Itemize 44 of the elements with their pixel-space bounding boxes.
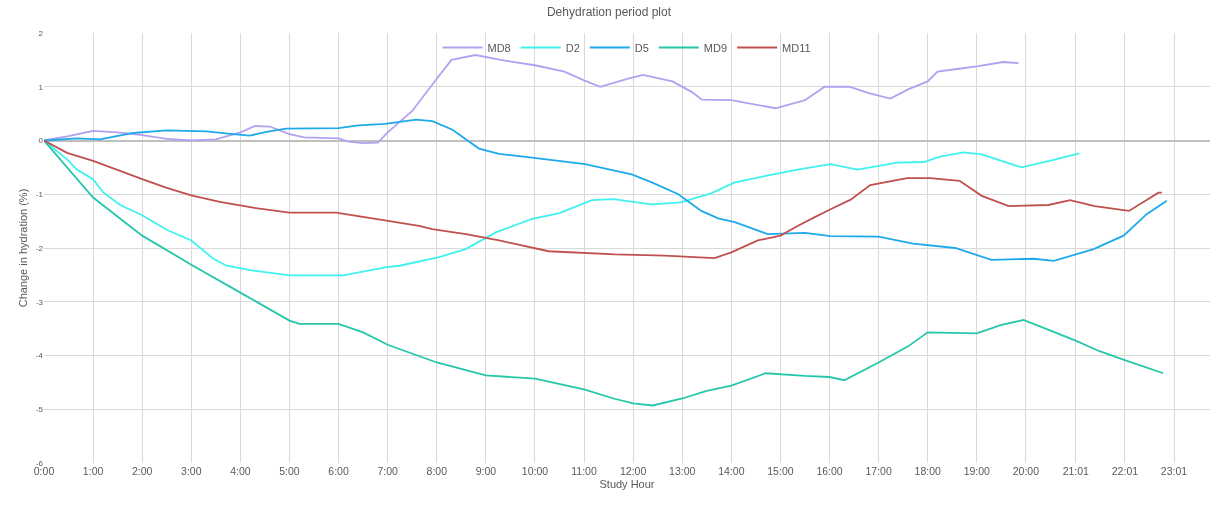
line-series (44, 139, 1163, 260)
x-tick-label: 18:00 (914, 464, 942, 477)
x-tick-label: 3:00 (181, 464, 202, 477)
x-tick-label: 12:00 (620, 464, 647, 477)
x-tick-label: 5:00 (279, 464, 300, 477)
y-tick-label: -2 (35, 243, 44, 253)
x-tick-label: 16:00 (816, 464, 843, 477)
x-tick-label: 22:01 (1111, 464, 1139, 477)
y-axis-title: Change in hydration (%) (16, 188, 29, 308)
x-axis-title: Study Hour (599, 477, 655, 490)
chart-title: Dehydration period plot (546, 5, 672, 19)
x-tick-label: 23:01 (1160, 464, 1188, 477)
y-tick-label: -3 (35, 297, 44, 307)
x-tick-label: 1:00 (82, 464, 104, 477)
x-tick-label: 20:00 (1012, 464, 1040, 477)
x-tick-label: 9:00 (475, 464, 497, 477)
legend-label: D2 (565, 41, 580, 54)
legend-label: MD8 (487, 41, 511, 54)
x-tick-label: 6:00 (328, 464, 349, 477)
x-tick-label: 4:00 (230, 464, 251, 477)
y-tick-label: -6 (35, 458, 44, 468)
x-tick-label: 15:00 (767, 464, 794, 477)
x-tick-label: 21:01 (1062, 464, 1090, 477)
y-tick-label: 0 (38, 136, 44, 146)
line-series (44, 139, 1165, 407)
y-tick-label: 2 (38, 28, 44, 38)
legend-label: MD9 (703, 41, 728, 54)
y-tick-label: -5 (35, 405, 44, 415)
x-tick-label: 7:00 (377, 464, 399, 477)
x-tick-label: 17:00 (865, 464, 892, 477)
x-tick-label: 2:00 (131, 464, 153, 477)
x-tick-label: 11:00 (571, 464, 597, 477)
legend-label: D5 (634, 41, 649, 54)
line-series (44, 118, 1168, 262)
x-tick-label: 10:00 (521, 464, 549, 477)
x-tick-label: 8:00 (426, 464, 448, 477)
y-tick-label: 1 (38, 82, 44, 92)
x-tick-label: 19:00 (963, 464, 991, 477)
line-series (44, 54, 1020, 145)
x-tick-label: 13:00 (669, 464, 696, 477)
x-tick-label: 14:00 (718, 464, 745, 477)
y-tick-label: -1 (35, 190, 44, 200)
y-tick-label: -4 (35, 351, 44, 361)
legend-label: MD11 (782, 41, 811, 54)
